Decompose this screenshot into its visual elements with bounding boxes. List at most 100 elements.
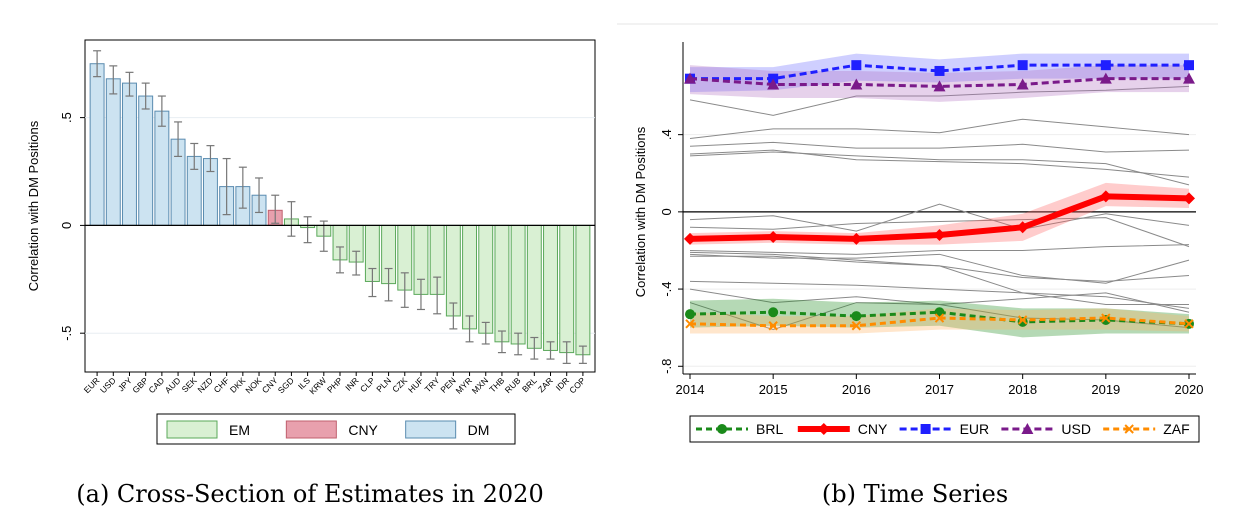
panel-a-bars <box>85 50 595 364</box>
panel-a-bar <box>445 224 461 317</box>
panel-b-point-cny <box>684 232 696 245</box>
panel-b-legend-label: EUR <box>960 421 990 437</box>
panel-b-y-tick-label: -.8 <box>659 359 674 374</box>
panel-b-y-tick-label: -.4 <box>659 281 674 296</box>
panel-b-other-currency-line <box>689 149 1190 178</box>
panel-b-point-eur <box>1017 60 1028 71</box>
panel-a-x-tick-label: AUD <box>163 375 183 395</box>
panel-b-x-tick-label: 2017 <box>925 382 954 397</box>
panel-b-other-currency-line <box>689 244 1190 255</box>
panel-a-gridlines <box>85 117 595 334</box>
panel-a-bar <box>510 224 526 345</box>
panel-b-x-tick-label: 2014 <box>676 382 705 397</box>
panel-b-point-usd <box>1183 72 1195 84</box>
panel-b-point-cny <box>933 229 946 242</box>
panel-b-point-brl <box>768 307 779 318</box>
panel-b-point-usd <box>767 78 780 90</box>
panel-a-x-tick-label: NOK <box>243 375 263 395</box>
panel-a-x-tick-label: SGD <box>276 375 296 395</box>
panel-a-x-tick-label: CZK <box>390 375 409 394</box>
panel-b-point-cny <box>1016 221 1029 234</box>
panel-b-point-eur <box>1184 60 1194 71</box>
panel-b-series-lines <box>684 60 1195 331</box>
panel-a-x-tick-label: CAD <box>147 375 167 395</box>
panel-b-point-zaf <box>934 313 945 323</box>
panel-b-other-currency-line <box>689 217 1190 248</box>
panel-b-legend-label: ZAF <box>1163 421 1189 437</box>
panel-a-bar <box>526 224 542 349</box>
panel-a-x-tick-label: MYR <box>454 375 474 395</box>
panel-a-plot-area <box>84 39 596 373</box>
panel-a-x-tick-label: DKK <box>228 375 248 395</box>
panel-b-point-zaf <box>1184 319 1194 329</box>
panel-a-legend-label: EM <box>229 422 250 438</box>
panel-b-legend-marker <box>1021 423 1034 434</box>
panel-b-other-currency-line <box>689 253 1190 284</box>
panel-a-x-tick-label: CLP <box>358 375 377 394</box>
panel-a-x-tick-label: KRW <box>307 375 328 396</box>
panel-b-legend-marker <box>717 424 727 434</box>
panel-a-x-tick-label: HUF <box>406 375 425 394</box>
panel-a-x-tick-label: PEN <box>438 375 457 394</box>
panel-a-y-tick-label: .5 <box>59 112 74 123</box>
panel-a-bar <box>138 95 154 226</box>
panel-b-y-ticks: -.8 -.4 0 .4 <box>659 129 683 374</box>
panel-b-point-zaf <box>851 321 862 331</box>
panel-a-bar <box>559 224 575 354</box>
panel-a-legend-label: DM <box>468 422 490 438</box>
panel-a-x-tick-label: RUB <box>503 375 523 395</box>
panel-b-point-brl <box>851 311 862 322</box>
panel-b-point-cny <box>1183 192 1195 205</box>
panel-b-point-eur <box>851 60 862 71</box>
panel-b-point-zaf-stroke <box>851 321 862 331</box>
panel-b-point-zaf-stroke <box>1017 315 1028 325</box>
panel-b-y-axis-label: Correlation with DM Positions <box>633 126 648 297</box>
panel-a-caption: (a) Cross-Section of Estimates in 2020 <box>76 480 543 508</box>
panel-b-legend-marker-stroke <box>1124 424 1134 434</box>
panel-a-bar <box>575 224 591 356</box>
panel-b-point-zaf-stroke <box>768 321 778 331</box>
panel-b-other-currency-line <box>689 141 1190 153</box>
panel-a-x-tick-label: PHP <box>325 375 345 395</box>
panel-b-point-zaf <box>1101 313 1111 323</box>
panel-b-other-currency-line <box>690 255 1189 306</box>
panel-b-legend-marker <box>920 424 931 434</box>
panel-a-bar <box>105 78 121 226</box>
panel-b-x-tick-label: 2018 <box>1008 382 1037 397</box>
panel-b-legend-label: USD <box>1061 421 1091 437</box>
panel-b-point-zaf <box>685 319 695 329</box>
panel-a-x-tick-label: COP <box>567 375 587 395</box>
panel-b-point-cny <box>850 232 863 245</box>
panel-a-legend-swatch <box>166 420 218 439</box>
panel-a-bar <box>494 224 510 343</box>
panel-b-chart: -.8 -.4 0 .4 2014 2015 2016 2017 2018 2019 2020 C… <box>617 23 1218 508</box>
panel-b-other-currency-line <box>689 203 1190 232</box>
panel-b-point-usd <box>933 80 946 92</box>
panel-b-point-brl <box>1100 314 1111 325</box>
panel-b-point-eur <box>934 65 945 76</box>
panel-a-bar <box>154 110 170 226</box>
panel-a-y-ticks: -.5 0 .5 <box>59 112 85 341</box>
panel-b-other-currency-line <box>689 280 1190 309</box>
panel-a-legend-swatch <box>285 420 337 439</box>
panel-a-x-tick-label: TRY <box>423 375 442 394</box>
panel-a-x-tick-label: BRL <box>520 375 539 394</box>
panel-a-x-tick-label: ZAR <box>536 375 555 394</box>
panel-a-x-tick-label: INR <box>343 375 360 392</box>
panel-a-x-tick-label: USD <box>98 375 118 395</box>
panel-a-y-axis-label: Correlation with DM Positions <box>26 120 41 291</box>
panel-b-point-zaf-stroke <box>934 313 945 323</box>
panel-b-point-usd <box>850 78 863 90</box>
panel-b-y-tick-label: .4 <box>659 129 674 140</box>
panel-a-legend: EM CNY DM <box>156 413 516 445</box>
panel-b-x-tick-label: 2020 <box>1175 382 1204 397</box>
panel-b-legend-label: BRL <box>756 421 783 437</box>
panel-b-point-cny <box>1099 190 1112 203</box>
panel-b-point-usd <box>684 72 696 84</box>
panel-a-y-tick-label: -.5 <box>59 326 74 341</box>
panel-b-other-currency-line <box>689 118 1190 140</box>
panel-a-bar <box>122 82 137 226</box>
panel-b-point-zaf-stroke <box>1184 319 1194 329</box>
